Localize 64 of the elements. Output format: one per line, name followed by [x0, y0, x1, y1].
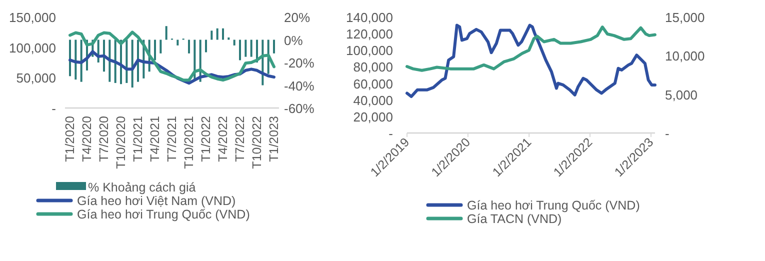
y-tick-label: 100,000	[9, 40, 56, 56]
y-tick-label: 20,000	[353, 109, 393, 124]
line-series	[406, 24, 656, 98]
y-tick-label: -	[388, 126, 393, 141]
bar	[250, 40, 252, 57]
bar	[239, 40, 241, 60]
x-tick-label: T7/2022	[233, 116, 247, 162]
legend-label: Gía TACN (VND)	[467, 212, 562, 226]
x-tick-label: T10/2020	[114, 116, 128, 169]
bar	[176, 40, 179, 46]
x-tick-label: T4/2021	[148, 116, 162, 162]
bar	[210, 30, 213, 40]
bar	[131, 40, 134, 88]
bar	[188, 40, 190, 54]
y-tick-label: 60,000	[353, 76, 393, 92]
y2-tick-label: -40%	[284, 78, 315, 94]
y2-tick-label: 0%	[284, 32, 304, 48]
bar	[273, 40, 275, 54]
x-tick-label: T10/2022	[250, 116, 264, 169]
legend-label: % Khoảng cách giá	[88, 180, 196, 194]
bar	[160, 40, 162, 54]
x-tick-label: T7/2021	[165, 116, 179, 162]
y2-tick-label: 10,000	[665, 48, 705, 64]
bar	[216, 28, 218, 40]
line-series	[68, 30, 276, 82]
y2-tick-label: -	[665, 126, 670, 141]
legend-label: Gía heo hơi Trung Quốc (VND)	[467, 198, 640, 212]
bar	[126, 40, 128, 83]
bar	[80, 40, 82, 82]
legend-label: Gía heo hơi Trung Quốc (VND)	[77, 208, 250, 222]
line-series	[406, 26, 656, 72]
y2-tick-label: 15,000	[665, 10, 705, 25]
x-tick-label: T7/2020	[97, 116, 111, 162]
x-tick-label: T1/2022	[199, 116, 213, 162]
bar	[233, 40, 236, 46]
x-tick-label: T1/2021	[131, 116, 145, 162]
y2-tick-label: 5,000	[665, 87, 698, 102]
bar	[244, 40, 247, 57]
y-tick-label: 100,000	[346, 43, 393, 58]
x-tick-label: T4/2020	[80, 116, 94, 162]
bar	[154, 40, 156, 60]
bar	[205, 40, 207, 52]
y-tick-label: 140,000	[346, 10, 393, 25]
x-tick-label: T10/2021	[182, 116, 196, 169]
bar	[108, 40, 111, 82]
y2-tick-label: -60%	[284, 101, 315, 116]
bar	[69, 40, 71, 76]
y-tick-label: 80,000	[353, 60, 393, 75]
y2-tick-label: -20%	[284, 56, 315, 70]
bar	[114, 40, 116, 83]
y-tick-label: 50,000	[16, 70, 56, 86]
y-tick-label: 40,000	[353, 92, 393, 108]
y-tick-label: 150,000	[9, 10, 56, 25]
bar	[222, 28, 224, 40]
legend-label: Gía heo hơi Việt Nam (VND)	[77, 194, 236, 208]
bar	[165, 26, 168, 40]
y2-tick-label: 20%	[284, 10, 310, 25]
x-tick-label: T1/2023	[267, 116, 281, 162]
bar	[74, 40, 77, 80]
x-tick-label: T1/2020	[63, 116, 77, 162]
y-tick-label: -	[52, 101, 56, 116]
y-tick-label: 120,000	[346, 26, 393, 42]
x-tick-label: T4/2022	[216, 116, 230, 162]
bar	[228, 37, 230, 40]
